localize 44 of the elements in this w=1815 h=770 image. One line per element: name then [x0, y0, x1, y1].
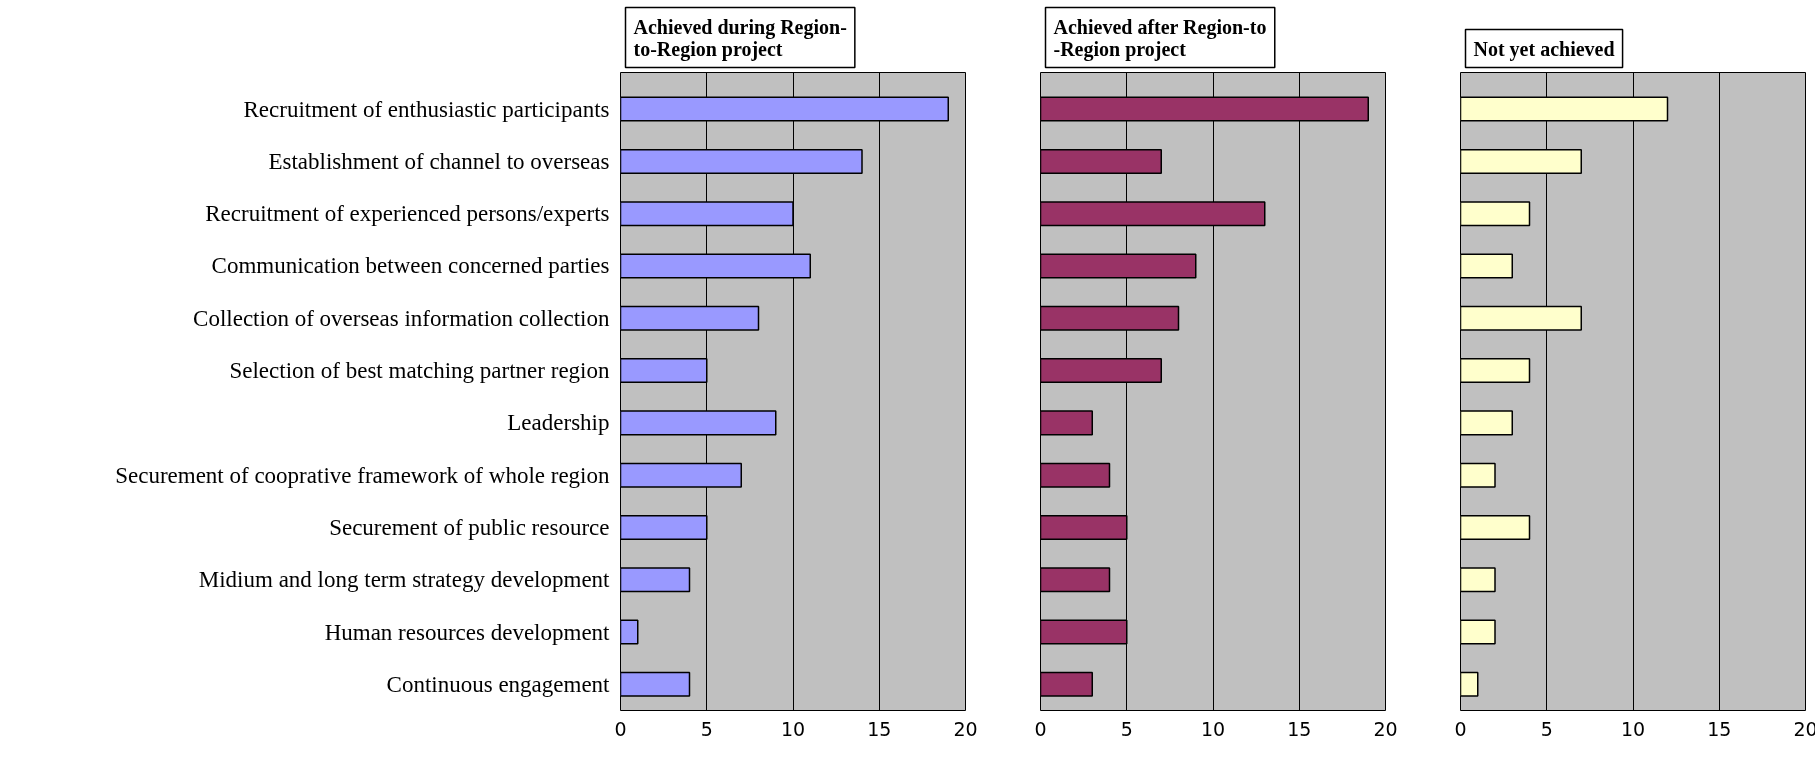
bar — [1460, 358, 1531, 384]
bar — [1460, 201, 1531, 227]
y-tick-label: Communication between concerned parties — [211, 253, 610, 279]
bar — [620, 567, 691, 593]
y-tick-label: Collection of overseas information collection — [193, 305, 610, 331]
y-tick-label: Midium and long term strategy development — [198, 567, 611, 593]
x-tick-label: 5 — [1540, 717, 1553, 740]
x-tick-label: 20 — [953, 717, 978, 740]
y-tick-label: Continuous engagement — [386, 671, 611, 697]
x-tick-label: 15 — [867, 717, 892, 740]
x-tick-label: 10 — [1620, 717, 1646, 740]
y-tick-label: Establishment of channel to overseas — [268, 148, 610, 174]
x-tick-label: 5 — [700, 717, 713, 740]
bar — [1460, 514, 1531, 540]
chart-title: Achieved during Region-to-Region project — [633, 15, 847, 61]
bar — [1460, 619, 1496, 645]
x-tick-label: 0 — [614, 717, 627, 740]
x-tick-label: 10 — [1200, 717, 1226, 740]
y-tick-label: Recruitment of experienced persons/experts — [205, 201, 610, 227]
y-tick-label: Human resources development — [324, 619, 611, 645]
x-tick-label: 0 — [1454, 717, 1467, 740]
x-tick-label: 5 — [1120, 717, 1133, 740]
x-tick-label: 20 — [1373, 717, 1398, 740]
bar — [1040, 462, 1111, 488]
x-tick-label: 15 — [1707, 717, 1732, 740]
x-tick-label: 15 — [1287, 717, 1312, 740]
bar — [1460, 410, 1513, 436]
bar — [1040, 671, 1093, 697]
chart-title: Achieved after Region-to -Region project — [1053, 15, 1267, 61]
bar — [620, 671, 691, 697]
y-tick-label: Leadership — [507, 410, 610, 436]
bar — [1040, 567, 1111, 593]
bar — [1460, 567, 1496, 593]
y-tick-label: Selection of best matching partner region — [229, 358, 610, 384]
bar — [1460, 462, 1496, 488]
x-tick-label: 0 — [1034, 717, 1047, 740]
bar — [620, 619, 639, 645]
y-tick-label: Securement of cooprative framework of whole region — [115, 462, 610, 488]
x-tick-label: 10 — [780, 717, 806, 740]
y-tick-label: Securement of public resource — [329, 514, 610, 540]
bar — [1460, 671, 1479, 697]
bar — [1040, 410, 1093, 436]
chart-title: Not yet achieved — [1473, 37, 1615, 61]
y-tick-label: Recruitment of enthusiastic participants — [243, 96, 610, 122]
